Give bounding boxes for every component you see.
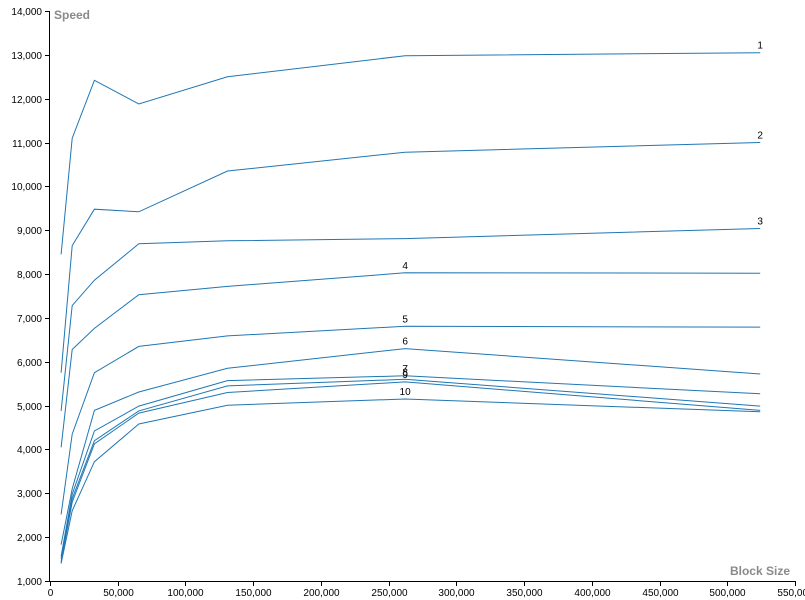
series-label-1: 1: [757, 41, 763, 52]
y-tick-label: 1,000: [17, 577, 42, 588]
x-axis: 0 50,000 100,000 150,000 200,000 250,000 300,0…: [48, 581, 805, 599]
series-line-9: [60, 381, 761, 562]
series-label-2: 2: [757, 131, 763, 142]
series-label-4: 4: [402, 261, 408, 272]
series-label-6: 6: [402, 337, 408, 348]
x-tick-label: 300,000: [438, 588, 475, 599]
y-tick-label: 3,000: [17, 489, 42, 500]
x-tick-label: 550,000: [777, 588, 805, 599]
series-label-3: 3: [757, 217, 763, 228]
series-label-9: 9: [402, 370, 408, 381]
y-tick-label: 10,000: [11, 182, 42, 193]
y-tick-label: 9,000: [17, 226, 42, 237]
x-tick-label: 0: [48, 588, 54, 599]
series-line-1: [60, 52, 761, 255]
x-tick-label: 150,000: [235, 588, 272, 599]
y-tick-label: 11,000: [12, 139, 42, 150]
series-line-7: [60, 375, 761, 557]
y-tick-label: 2,000: [17, 533, 42, 544]
series-line-3: [60, 228, 761, 411]
y-axis: 1,000 2,000 3,000 4,000 5,000 6,000 7,000 8,000…: [11, 7, 50, 588]
y-tick-label: 14,000: [11, 7, 42, 18]
series-line-2: [60, 142, 761, 373]
series-line-8: [60, 378, 761, 560]
series-line-4: [60, 272, 761, 448]
series-line-5: [60, 325, 761, 515]
x-tick-label: 250,000: [371, 588, 408, 599]
x-tick-label: 200,000: [303, 588, 340, 599]
x-tick-label: 50,000: [103, 588, 134, 599]
series-label-5: 5: [402, 314, 408, 325]
y-tick-label: 8,000: [17, 270, 42, 281]
x-tick-label: 400,000: [574, 588, 611, 599]
y-tick-label: 12,000: [11, 95, 42, 106]
series-line-10: [60, 398, 761, 564]
y-tick-label: 5,000: [17, 402, 42, 413]
x-tick-label: 100,000: [167, 588, 204, 599]
series-label-7: 7: [402, 364, 408, 375]
series-line-6: [60, 348, 761, 545]
x-tick-label: 450,000: [642, 588, 679, 599]
series-label-10: 10: [400, 387, 412, 398]
y-tick-label: 4,000: [17, 445, 42, 456]
x-axis-title: Block Size: [730, 564, 790, 578]
y-axis-title: Speed: [54, 8, 90, 22]
y-tick-label: 7,000: [17, 314, 42, 325]
y-tick-label: 13,000: [11, 51, 42, 62]
x-tick-label: 500,000: [709, 588, 746, 599]
series-labels: 1 2 3 4 5 6 789 10: [400, 41, 764, 398]
x-tick-label: 350,000: [506, 588, 543, 599]
series-label-8: 8: [402, 367, 408, 378]
y-tick-label: 6,000: [17, 358, 42, 369]
series-lines: [60, 52, 761, 564]
